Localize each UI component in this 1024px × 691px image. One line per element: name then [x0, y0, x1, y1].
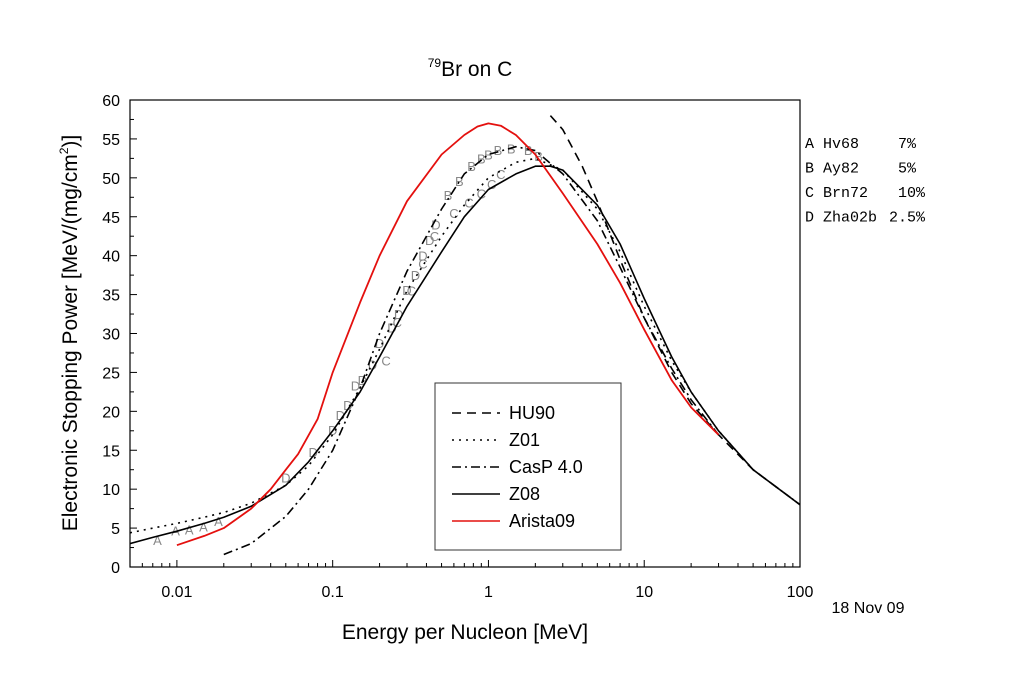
- data-point-c: C: [449, 206, 458, 221]
- x-tick-label: 0.01: [161, 584, 192, 601]
- data-point-d: D: [375, 336, 384, 351]
- reference-letter: B: [805, 161, 814, 178]
- data-point-c: C: [496, 167, 505, 182]
- data-point-b: B: [444, 188, 453, 203]
- y-tick-label: 45: [102, 210, 120, 227]
- title-superscript: 79: [428, 56, 442, 70]
- data-point-d: D: [387, 320, 396, 335]
- x-tick-label: 10: [635, 584, 653, 601]
- legend-label: Z08: [509, 484, 540, 504]
- data-point-d: D: [394, 307, 403, 322]
- y-axis-title-superscript: 2: [57, 147, 71, 154]
- reference-name: Brn72: [823, 185, 868, 202]
- y-axis-title-main: Electronic Stopping Power [MeV/(mg/cm: [59, 154, 82, 531]
- data-point-b: B: [494, 143, 503, 158]
- chart-title: 79Br on C: [428, 56, 513, 81]
- y-axis-title-end: )]: [59, 135, 82, 148]
- data-point-b: B: [477, 151, 486, 166]
- data-point-c: C: [393, 315, 402, 330]
- reference-letter: C: [805, 185, 814, 202]
- data-point-d: D: [431, 218, 440, 233]
- x-tick-label: 0.1: [322, 584, 344, 601]
- y-tick-label: 25: [102, 365, 120, 382]
- legend-label: HU90: [509, 403, 555, 423]
- data-point-a: A: [153, 533, 162, 548]
- data-point-b: B: [467, 159, 476, 174]
- data-point-b: B: [524, 143, 533, 158]
- x-tick-label: 100: [787, 584, 814, 601]
- y-axis-title: Electronic Stopping Power [MeV/(mg/cm2)]: [57, 135, 82, 532]
- data-point-d: D: [402, 283, 411, 298]
- series-line-z08: [130, 165, 800, 545]
- data-point-d: D: [425, 233, 434, 248]
- y-tick-label: 5: [111, 521, 120, 538]
- data-point-a: A: [214, 514, 223, 529]
- data-point-b: B: [534, 149, 543, 164]
- reference-error: 10%: [898, 185, 926, 202]
- y-tick-label: 40: [102, 249, 120, 266]
- x-tick-label: 1: [484, 584, 493, 601]
- data-point-d: D: [418, 249, 427, 264]
- series-line-casp-4-0: [223, 145, 720, 556]
- x-axis-title: Energy per Nucleon [MeV]: [342, 621, 588, 644]
- legend-label: Z01: [509, 430, 540, 450]
- data-point-a: A: [185, 523, 194, 538]
- series-line-hu90: [549, 115, 800, 506]
- reference-error: 7%: [898, 136, 917, 153]
- y-tick-label: 55: [102, 132, 120, 149]
- reference-error: 5%: [898, 161, 917, 178]
- y-tick-label: 30: [102, 327, 120, 344]
- y-tick-label: 20: [102, 404, 120, 421]
- legend: HU90 Z01 CasP 4.0 Z08 Arista09: [434, 382, 622, 551]
- data-point-b: B: [455, 174, 464, 189]
- date-stamp: 18 Nov 09: [832, 600, 905, 617]
- reference-list: A Hv68 7% B Ay82 5% C Brn72 10% D Zha02b 2.5%: [805, 136, 926, 227]
- data-point-a: A: [199, 520, 208, 535]
- data-point-d: D: [336, 408, 345, 423]
- reference-name: Hv68: [823, 136, 859, 153]
- y-tick-label: 50: [102, 171, 120, 188]
- reference-letter: A: [805, 136, 814, 153]
- data-point-c: C: [407, 284, 416, 299]
- series-line-arista09: [176, 122, 720, 547]
- data-point-b: B: [484, 147, 493, 162]
- y-tick-label: 10: [102, 482, 120, 499]
- data-point-c: C: [464, 196, 473, 211]
- series-line-z01: [130, 157, 800, 534]
- data-point-c: C: [477, 186, 486, 201]
- reference-name: Zha02b: [823, 210, 877, 227]
- reference-name: Ay82: [823, 161, 859, 178]
- data-point-d: D: [309, 445, 318, 460]
- data-point-c: C: [418, 256, 427, 271]
- legend-label: CasP 4.0: [509, 457, 583, 477]
- data-point-d: D: [343, 398, 352, 413]
- axis-layer: 0 5 10 15 20 25 30 35 40 45 50 55 60 0.01 0.1 1 10 100: [102, 93, 813, 601]
- data-point-d: D: [351, 379, 360, 394]
- data-point-d: D: [368, 358, 377, 373]
- y-tick-label: 15: [102, 443, 120, 460]
- data-point-c: C: [430, 229, 439, 244]
- legend-items: HU90 Z01 CasP 4.0 Z08 Arista09: [452, 403, 583, 531]
- title-main: Br on C: [441, 58, 512, 81]
- data-point-c: C: [381, 354, 390, 369]
- reference-letter: D: [805, 210, 814, 227]
- reference-error: 2.5%: [889, 210, 926, 227]
- y-tick-label: 0: [111, 560, 120, 577]
- data-point-d: D: [281, 470, 290, 485]
- y-tick-label: 60: [102, 93, 120, 110]
- legend-label: Arista09: [509, 511, 575, 531]
- data-point-d: D: [411, 268, 420, 283]
- y-tick-label: 35: [102, 288, 120, 305]
- data-point-c: C: [487, 177, 496, 192]
